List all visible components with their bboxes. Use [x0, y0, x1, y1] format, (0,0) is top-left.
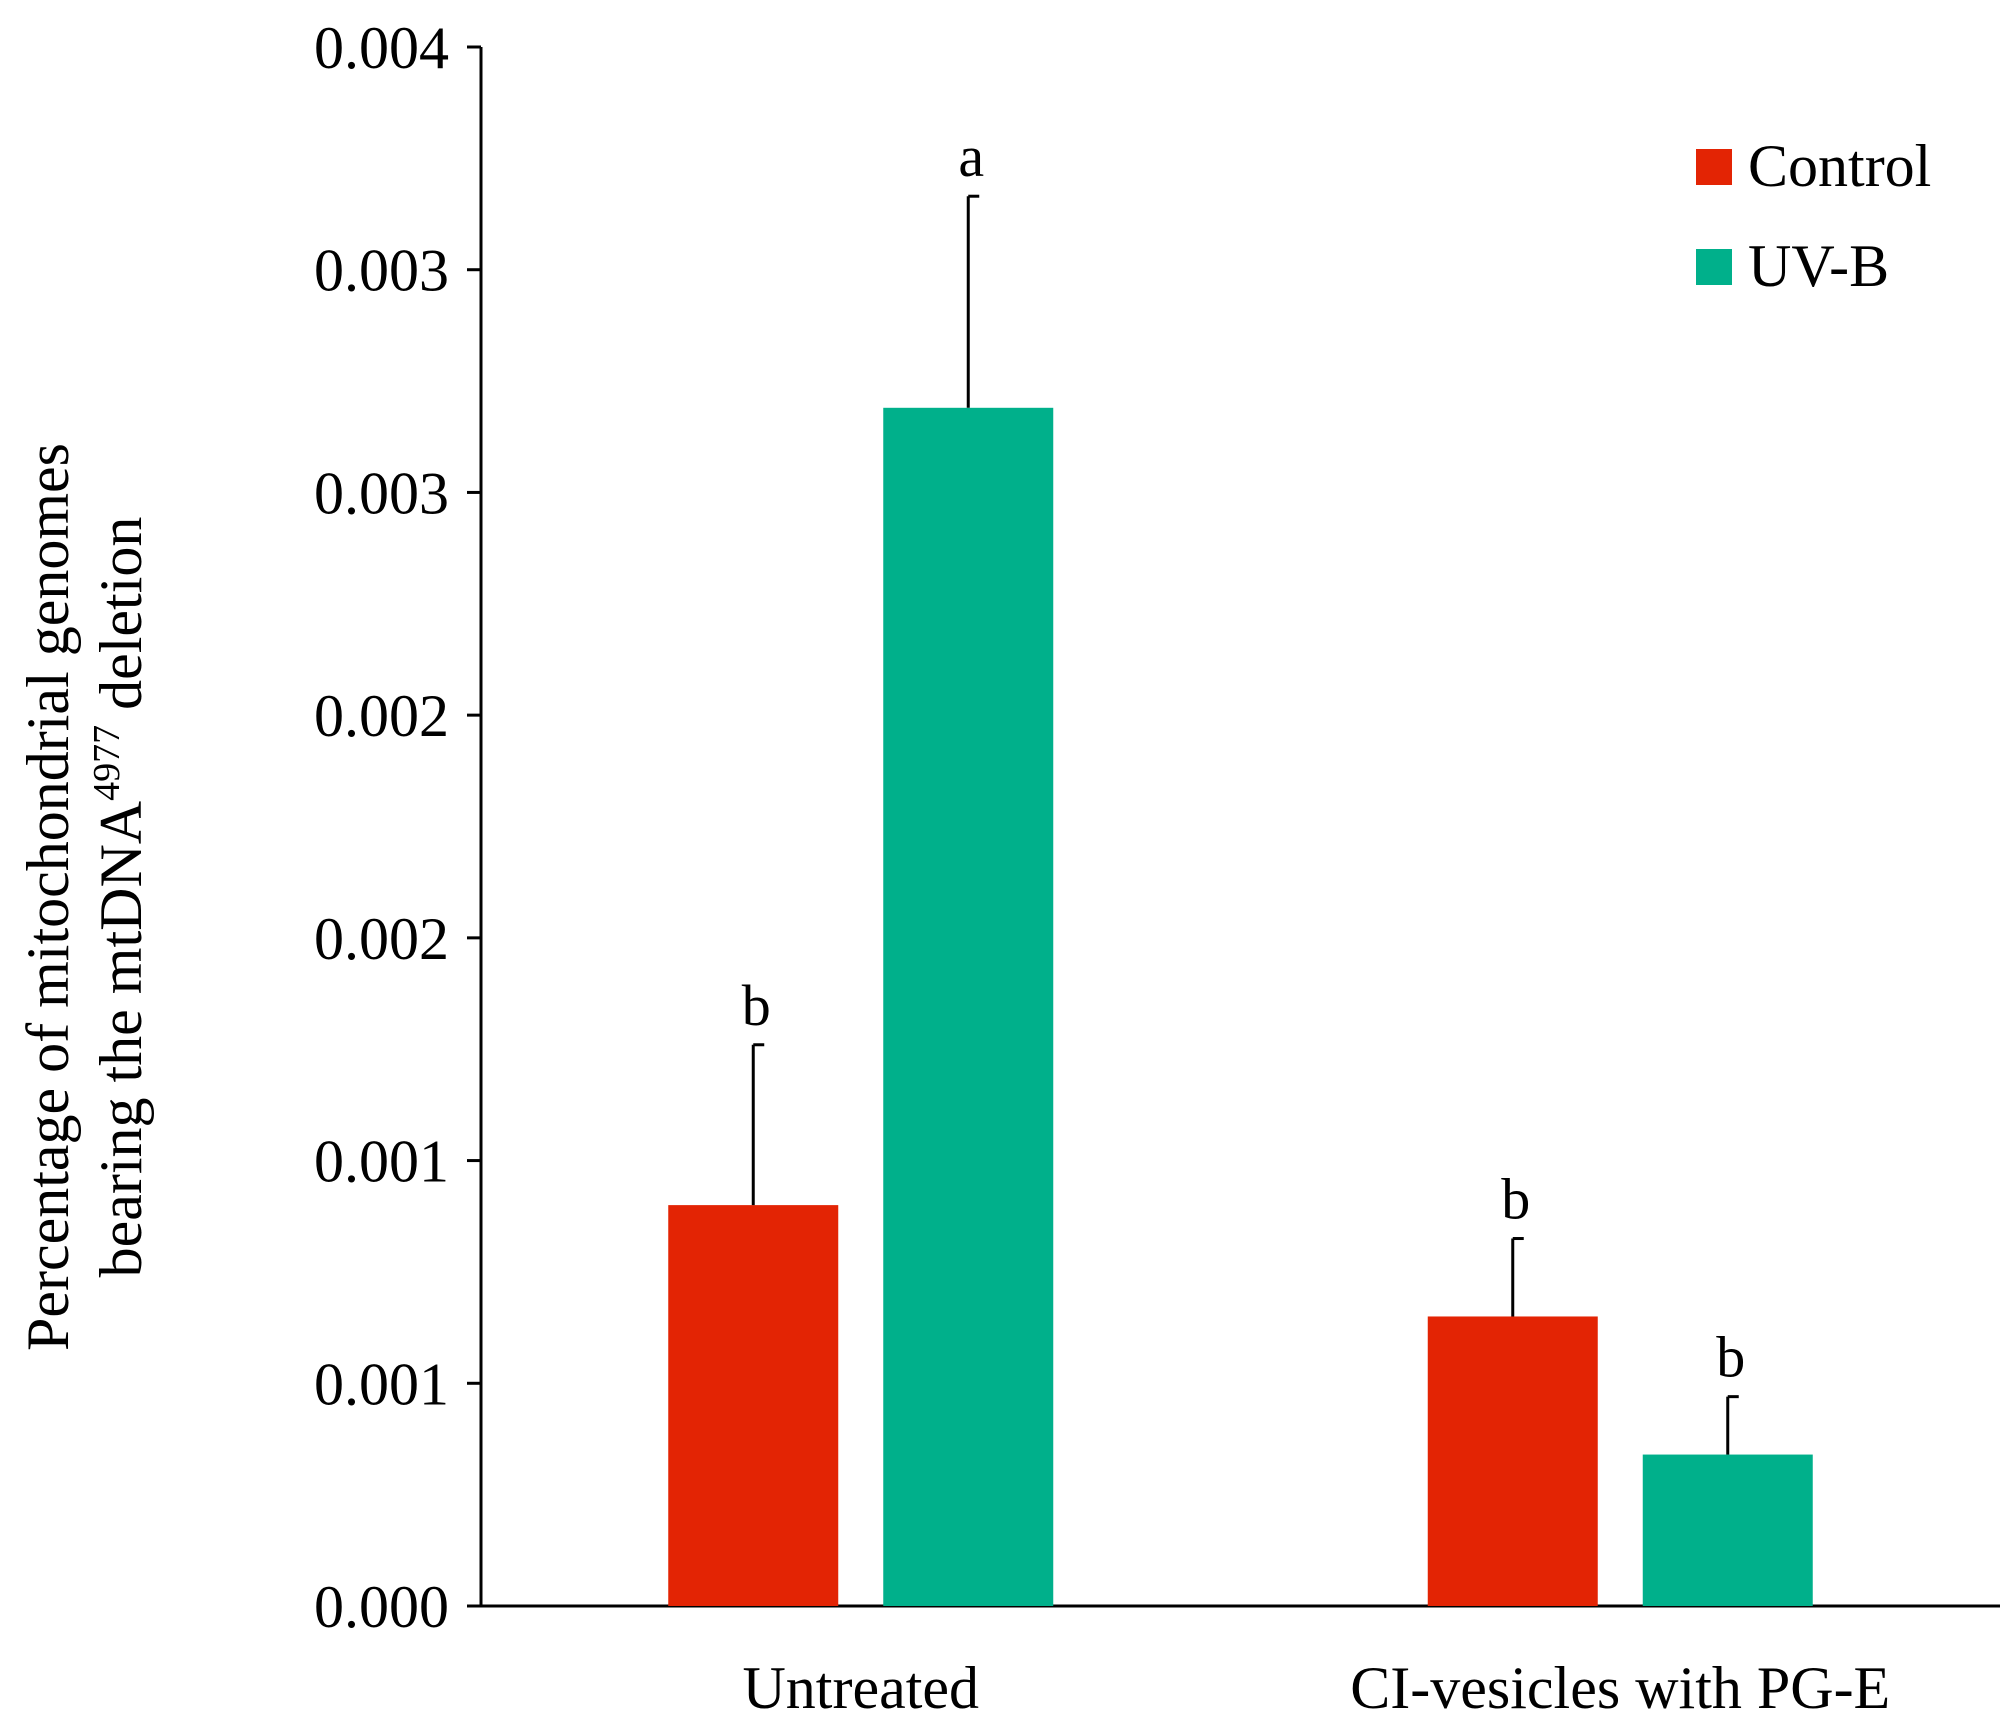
y-tick-label: 0.000	[314, 1574, 449, 1640]
category-label: Untreated	[742, 1655, 979, 1721]
y-tick-label: 0.002	[314, 906, 449, 972]
error-bars	[751, 194, 1739, 1455]
significance-letters: b a b b	[742, 124, 1746, 1389]
y-tick-label: 0.004	[314, 15, 449, 81]
bar	[1427, 1316, 1598, 1606]
y-axis-title-line1: Percentage of mitochondrial genomes	[15, 443, 81, 1351]
y-axis-title-superscript: 4977	[86, 725, 128, 801]
y-axis-title-line2-suffix: deletion	[88, 517, 154, 725]
y-axis: 0.000 0.001 0.001 0.002 0.002 0.003 0.003 0.004	[314, 15, 483, 1640]
significance-letter: a	[958, 124, 984, 189]
y-tick-label: 0.002	[314, 683, 449, 749]
significance-letter: b	[1501, 1167, 1530, 1232]
legend-swatch	[1696, 249, 1732, 285]
legend: Control UV-B	[1696, 133, 1931, 299]
bar	[1642, 1454, 1813, 1606]
significance-letter: b	[742, 973, 771, 1038]
y-axis-title: Percentage of mitochondrial genomes bear…	[15, 443, 154, 1351]
legend-label: Control	[1748, 133, 1931, 199]
category-label: CI-vesicles with PG-E	[1350, 1655, 1890, 1721]
y-tick-label: 0.001	[314, 1129, 449, 1195]
category-labels: Untreated CI-vesicles with PG-E	[742, 1655, 1890, 1721]
significance-letter: b	[1716, 1325, 1745, 1390]
legend-label: UV-B	[1748, 233, 1889, 299]
y-axis-title-line2-prefix: bearing the mtDNA	[88, 801, 154, 1278]
y-tick-label: 0.001	[314, 1351, 449, 1417]
y-tick-label: 0.003	[314, 238, 449, 304]
y-tick-label: 0.003	[314, 460, 449, 526]
bar	[668, 1205, 839, 1606]
legend-swatch	[1696, 149, 1732, 185]
bars	[668, 407, 1813, 1607]
bar	[883, 407, 1054, 1607]
y-axis-title-line2: bearing the mtDNA4977 deletion	[86, 517, 154, 1278]
